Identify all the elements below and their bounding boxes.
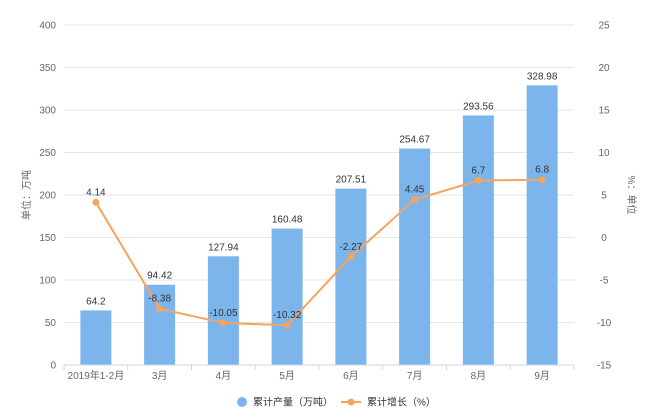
y-right-tick-label: 25 xyxy=(598,21,610,32)
bar xyxy=(207,256,239,365)
line-value-label: -2.27 xyxy=(339,242,362,253)
x-tick-label: 4月 xyxy=(216,370,232,382)
y-left-tick-label: 400 xyxy=(39,21,56,32)
bar xyxy=(462,115,494,365)
line-value-label: 4.45 xyxy=(405,185,425,196)
line-point xyxy=(411,196,419,204)
line-point xyxy=(219,319,227,327)
legend[interactable]: 累计产量（万吨） 累计增长（%） xyxy=(237,396,436,409)
x-tick-label: 2019年1-2月 xyxy=(68,369,125,382)
bar-value-label: 127.94 xyxy=(208,242,239,253)
grid-lines xyxy=(64,24,574,366)
y-right-tick-label: 15 xyxy=(598,106,610,117)
y-right-tick-label: -15 xyxy=(597,361,612,372)
bar xyxy=(526,85,558,365)
x-tick-label: 3月 xyxy=(152,370,168,382)
bar-value-label: 207.51 xyxy=(336,175,367,186)
data-labels: 64.2 94.42 127.94 160.48 207.51 254.67 293.56 3… xyxy=(86,71,558,321)
y-left-tick-label: 250 xyxy=(39,148,56,159)
y-right-tick-label: 10 xyxy=(598,148,610,159)
x-tick-label: 6月 xyxy=(343,370,359,382)
legend-bar-label[interactable]: 累计产量（万吨） xyxy=(253,396,333,409)
x-tick-label: 7月 xyxy=(407,370,423,382)
line-value-label: 6.7 xyxy=(471,166,485,177)
bar-value-label: 293.56 xyxy=(463,101,494,112)
line-value-label: 4.14 xyxy=(86,187,106,198)
y-left-tick-label: 0 xyxy=(50,361,56,372)
line-value-label: -10.05 xyxy=(209,308,238,319)
axes: 0 -15 50 -10 100 -5 150 0 200 5 250 10 300 15 350 20 400… xyxy=(20,21,638,383)
line-point xyxy=(283,321,291,329)
line-point xyxy=(347,253,355,261)
bar xyxy=(144,284,176,365)
bar-value-label: 160.48 xyxy=(272,215,303,226)
y-left-tick-label: 50 xyxy=(45,318,57,329)
bar xyxy=(335,188,367,365)
y-left-tick-label: 200 xyxy=(39,191,56,202)
y-right-tick-label: -10 xyxy=(597,318,612,329)
line-value-label: -8.38 xyxy=(148,294,171,305)
y-right-tick-label: -5 xyxy=(600,276,609,287)
y-right-tick-label: 0 xyxy=(601,233,607,244)
x-tick-label: 5月 xyxy=(279,370,295,382)
y-left-tick-label: 150 xyxy=(39,233,56,244)
y-right-tick-label: 20 xyxy=(598,63,610,74)
bar-series xyxy=(80,85,558,365)
line-point xyxy=(156,305,164,313)
y-left-tick-label: 300 xyxy=(39,106,56,117)
bar xyxy=(271,228,303,365)
line-series xyxy=(92,176,546,329)
y-right-tick-label: 5 xyxy=(601,191,607,202)
legend-line-label[interactable]: 累计增长（%） xyxy=(367,396,436,409)
line-point xyxy=(92,198,100,206)
y-left-tick-label: 350 xyxy=(39,63,56,74)
bar xyxy=(80,310,112,365)
line-value-label: 6.8 xyxy=(535,165,549,176)
line-value-label: -10.32 xyxy=(273,310,302,321)
line-point xyxy=(474,177,482,185)
y-left-axis-title: 单位：万吨 xyxy=(20,170,33,220)
bar xyxy=(399,148,431,365)
line-path xyxy=(95,178,543,327)
y-right-axis-title: %：单位 xyxy=(625,176,638,215)
x-tick-label: 9月 xyxy=(534,370,550,382)
bar-value-label: 64.2 xyxy=(86,296,106,307)
line-point xyxy=(538,176,546,184)
y-left-tick-label: 100 xyxy=(39,276,56,287)
bar-value-label: 94.42 xyxy=(147,271,172,282)
bar-value-label: 328.98 xyxy=(527,71,558,82)
bar-value-label: 254.67 xyxy=(399,135,430,146)
legend-line-dot[interactable] xyxy=(347,398,355,406)
x-tick-label: 8月 xyxy=(471,370,487,382)
legend-bar-marker[interactable] xyxy=(237,397,247,407)
